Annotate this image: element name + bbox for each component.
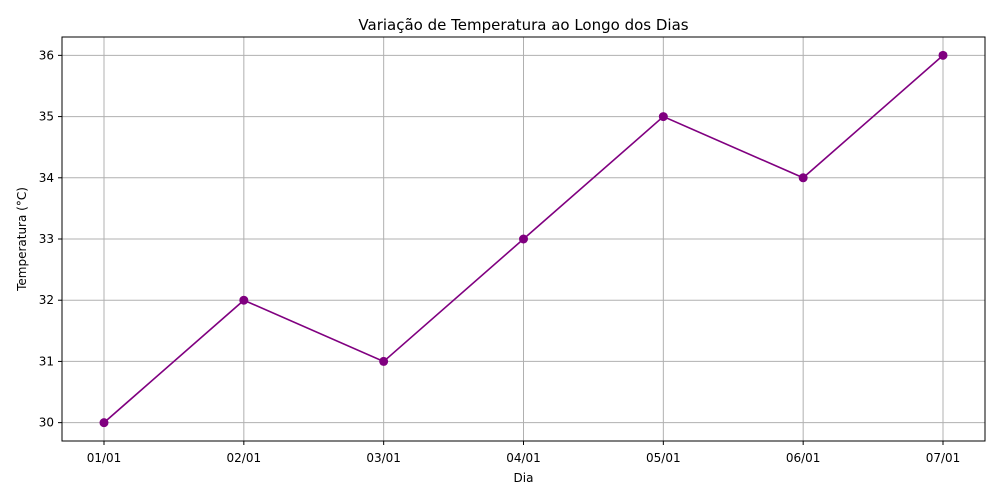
grid bbox=[62, 37, 985, 441]
data-point bbox=[239, 295, 249, 305]
y-tick-label: 35 bbox=[39, 110, 54, 124]
series bbox=[99, 50, 948, 428]
x-tick-label: 05/01 bbox=[646, 451, 681, 465]
data-point bbox=[99, 418, 109, 428]
data-point bbox=[938, 50, 948, 60]
x-tick-label: 03/01 bbox=[366, 451, 401, 465]
y-tick-label: 36 bbox=[39, 48, 54, 62]
x-tick-label: 04/01 bbox=[506, 451, 541, 465]
chart-title: Variação de Temperatura ao Longo dos Dia… bbox=[358, 16, 688, 34]
y-axis-label: Temperatura (°C) bbox=[15, 187, 29, 292]
axis-ticks: 01/01 02/01 03/01 04/01 05/01 06/01 07/01 30 31 3… bbox=[39, 48, 961, 465]
y-tick-label: 32 bbox=[39, 293, 54, 307]
x-tick-label: 02/01 bbox=[227, 451, 262, 465]
x-axis-label: Dia bbox=[514, 471, 534, 485]
y-tick-label: 34 bbox=[39, 171, 54, 185]
data-point bbox=[798, 173, 808, 183]
x-tick-label: 06/01 bbox=[786, 451, 821, 465]
x-tick-label: 01/01 bbox=[87, 451, 122, 465]
data-point bbox=[658, 112, 668, 122]
data-point bbox=[379, 356, 389, 366]
y-tick-label: 33 bbox=[39, 232, 54, 246]
x-tick-label: 07/01 bbox=[926, 451, 961, 465]
data-point bbox=[519, 234, 528, 244]
y-tick-label: 30 bbox=[39, 416, 54, 430]
y-tick-label: 31 bbox=[39, 354, 54, 368]
